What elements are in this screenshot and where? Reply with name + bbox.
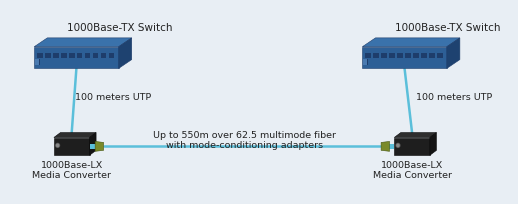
Bar [437, 54, 442, 58]
Text: 1000Base-TX Switch: 1000Base-TX Switch [395, 23, 501, 33]
Polygon shape [394, 138, 430, 155]
Text: 1000Base-LX: 1000Base-LX [381, 160, 443, 169]
Circle shape [56, 144, 59, 147]
Bar [429, 54, 435, 58]
Bar [53, 54, 59, 58]
Bar [389, 54, 395, 58]
Bar [387, 144, 394, 149]
Bar [373, 54, 379, 58]
Bar [413, 54, 419, 58]
Bar [363, 59, 368, 66]
Polygon shape [34, 39, 132, 48]
Bar [77, 54, 82, 58]
Circle shape [397, 144, 399, 147]
Bar [109, 54, 114, 58]
Bar [61, 54, 66, 58]
Bar [421, 54, 427, 58]
Bar [397, 54, 402, 58]
Polygon shape [394, 133, 437, 138]
Bar [37, 54, 42, 58]
Text: 1000Base-LX: 1000Base-LX [40, 160, 103, 169]
Bar [93, 54, 98, 58]
Bar [35, 59, 39, 65]
Text: with mode-conditioning adapters: with mode-conditioning adapters [166, 140, 323, 149]
Bar [101, 54, 106, 58]
Polygon shape [430, 133, 437, 155]
Bar [35, 59, 40, 66]
Bar [69, 54, 75, 58]
Bar [45, 54, 51, 58]
Text: Media Converter: Media Converter [372, 170, 452, 179]
Bar [85, 54, 91, 58]
Text: 100 meters UTP: 100 meters UTP [76, 93, 152, 102]
Polygon shape [95, 142, 104, 152]
Text: Media Converter: Media Converter [32, 170, 111, 179]
Polygon shape [447, 39, 460, 69]
Polygon shape [54, 133, 96, 138]
Text: 100 meters UTP: 100 meters UTP [416, 93, 492, 102]
Polygon shape [381, 142, 390, 152]
Text: Up to 550m over 62.5 multimode fiber: Up to 550m over 62.5 multimode fiber [153, 130, 336, 139]
Bar [365, 54, 371, 58]
Polygon shape [363, 39, 460, 48]
Circle shape [56, 144, 60, 148]
Polygon shape [119, 39, 132, 69]
Polygon shape [90, 133, 96, 155]
Bar [405, 54, 411, 58]
Text: 1000Base-TX Switch: 1000Base-TX Switch [67, 23, 172, 33]
Bar [381, 54, 387, 58]
Polygon shape [54, 138, 90, 155]
Polygon shape [363, 48, 447, 69]
Bar [91, 144, 97, 149]
Bar [363, 59, 367, 65]
Circle shape [396, 144, 400, 148]
Polygon shape [34, 48, 119, 69]
